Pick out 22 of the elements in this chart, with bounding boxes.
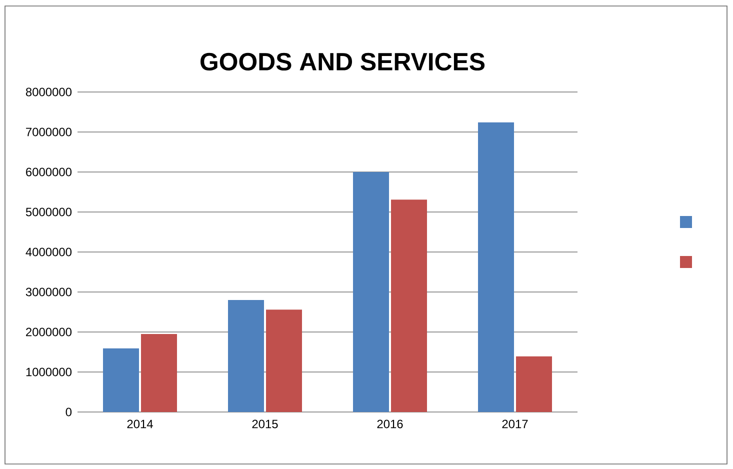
y-tick-label: 4000000 [26, 248, 72, 256]
y-tick-label: 0 [66, 408, 72, 416]
y-tick-label: 3000000 [26, 288, 72, 296]
bar [391, 200, 427, 412]
y-tick-label: 5000000 [26, 208, 72, 216]
x-tick-label: 2014 [127, 420, 153, 428]
y-tick-label: 7000000 [26, 128, 72, 136]
bar [353, 172, 390, 412]
bar [478, 122, 514, 412]
x-tick-label: 2016 [377, 420, 403, 428]
x-tick-label: 2017 [502, 420, 528, 428]
bar [516, 356, 552, 412]
bar [228, 300, 264, 412]
chart-title: GOODS AND SERVICES [200, 52, 485, 71]
y-tick-label: 2000000 [26, 328, 72, 336]
y-tick-label: 1000000 [26, 368, 72, 376]
bar [103, 348, 140, 412]
x-tick-label: 2015 [252, 420, 278, 428]
bar [266, 310, 302, 412]
bar [140, 334, 177, 412]
y-tick-label: 8000000 [26, 88, 72, 96]
y-tick-label: 6000000 [26, 168, 72, 176]
